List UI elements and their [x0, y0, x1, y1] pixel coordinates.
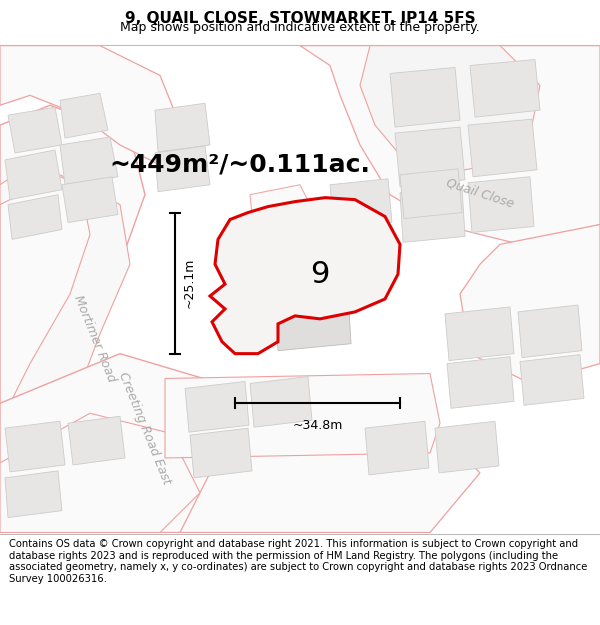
Text: Quail Close: Quail Close	[445, 176, 515, 210]
Polygon shape	[330, 179, 392, 229]
Polygon shape	[445, 307, 514, 361]
Text: Mortimer Road: Mortimer Road	[71, 293, 118, 384]
Polygon shape	[250, 376, 312, 427]
Polygon shape	[275, 292, 351, 351]
Text: ~449m²/~0.111ac.: ~449m²/~0.111ac.	[110, 153, 370, 177]
Polygon shape	[8, 107, 62, 153]
Polygon shape	[165, 374, 440, 458]
Polygon shape	[435, 421, 499, 473]
Polygon shape	[62, 177, 118, 222]
Polygon shape	[365, 421, 429, 475]
Polygon shape	[468, 177, 534, 232]
Polygon shape	[60, 93, 108, 138]
Polygon shape	[185, 381, 249, 432]
Text: ~25.1m: ~25.1m	[183, 258, 196, 308]
Polygon shape	[447, 357, 514, 408]
Text: Creeting Road East: Creeting Road East	[116, 370, 173, 486]
Polygon shape	[400, 169, 462, 219]
Text: Contains OS data © Crown copyright and database right 2021. This information is : Contains OS data © Crown copyright and d…	[9, 539, 587, 584]
Text: 9: 9	[310, 259, 329, 289]
Polygon shape	[5, 150, 62, 199]
Text: ~34.8m: ~34.8m	[292, 419, 343, 432]
Polygon shape	[60, 137, 118, 185]
Polygon shape	[270, 222, 350, 296]
Polygon shape	[395, 127, 465, 187]
Polygon shape	[470, 59, 540, 117]
Polygon shape	[460, 224, 600, 384]
Polygon shape	[0, 105, 145, 532]
Polygon shape	[518, 305, 582, 358]
Polygon shape	[0, 354, 260, 532]
Polygon shape	[155, 146, 210, 192]
Text: 9, QUAIL CLOSE, STOWMARKET, IP14 5FS: 9, QUAIL CLOSE, STOWMARKET, IP14 5FS	[125, 11, 475, 26]
Polygon shape	[360, 46, 540, 175]
Polygon shape	[0, 165, 130, 532]
Text: Map shows position and indicative extent of the property.: Map shows position and indicative extent…	[120, 21, 480, 34]
Polygon shape	[155, 103, 210, 152]
Polygon shape	[520, 354, 584, 406]
Polygon shape	[68, 416, 125, 465]
Polygon shape	[8, 194, 62, 239]
Polygon shape	[5, 471, 62, 518]
Polygon shape	[5, 421, 65, 472]
Polygon shape	[190, 428, 252, 478]
Polygon shape	[0, 46, 180, 165]
Polygon shape	[0, 413, 200, 532]
Polygon shape	[210, 198, 400, 354]
Polygon shape	[250, 185, 320, 274]
Polygon shape	[468, 119, 537, 177]
Polygon shape	[400, 187, 465, 242]
Polygon shape	[300, 46, 600, 244]
Polygon shape	[390, 68, 460, 127]
Polygon shape	[180, 423, 480, 532]
